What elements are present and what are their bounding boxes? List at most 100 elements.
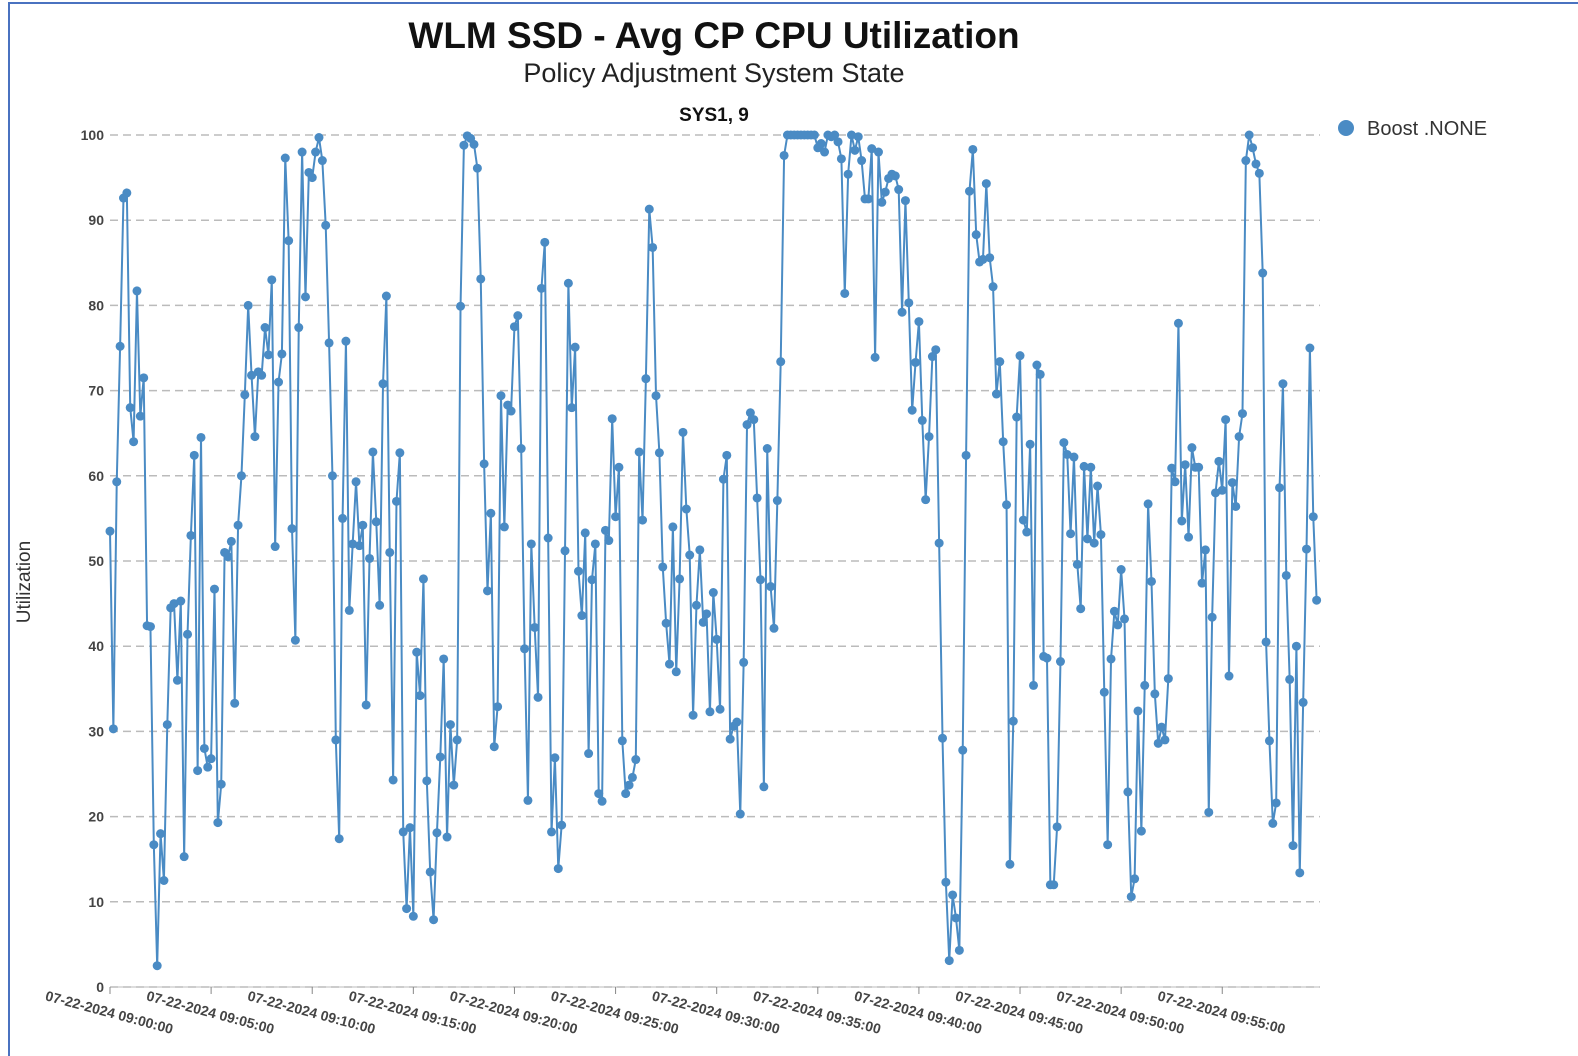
data-point	[1076, 604, 1086, 614]
data-point	[1302, 544, 1312, 554]
data-point	[314, 133, 324, 143]
data-point	[300, 292, 310, 302]
data-point	[1002, 500, 1012, 510]
data-point	[924, 432, 934, 442]
data-point	[509, 322, 519, 332]
data-point	[270, 542, 280, 552]
data-point	[897, 307, 907, 317]
data-point	[1291, 641, 1301, 651]
data-point	[196, 432, 206, 442]
data-point	[432, 828, 442, 838]
data-point	[567, 403, 577, 413]
data-point	[762, 444, 772, 454]
data-point	[1271, 798, 1281, 808]
data-point	[186, 530, 196, 540]
data-point	[833, 137, 843, 147]
y-tick-label: 60	[88, 468, 104, 484]
data-point	[324, 338, 334, 348]
data-point	[199, 743, 209, 753]
data-point	[1197, 578, 1207, 588]
data-point	[843, 169, 853, 179]
data-point	[712, 634, 722, 644]
data-point	[654, 448, 664, 458]
data-point	[1184, 532, 1194, 542]
data-point	[1194, 462, 1204, 472]
data-point	[388, 775, 398, 785]
data-point	[1022, 527, 1032, 537]
data-point	[816, 139, 826, 149]
data-point	[1227, 478, 1237, 488]
data-point	[985, 253, 995, 263]
data-point	[378, 379, 388, 389]
legend-marker	[1338, 120, 1354, 136]
data-point	[759, 782, 769, 792]
data-point	[641, 374, 651, 384]
data-point	[472, 163, 482, 173]
data-point	[1288, 841, 1298, 851]
data-point	[206, 754, 216, 764]
data-point	[1049, 880, 1059, 890]
data-point	[550, 753, 560, 763]
data-point	[597, 796, 607, 806]
data-point	[415, 691, 425, 701]
data-point	[691, 600, 701, 610]
data-point	[675, 574, 685, 584]
data-point	[348, 539, 358, 549]
data-point	[964, 186, 974, 196]
data-point	[695, 545, 705, 555]
data-point	[139, 373, 149, 383]
chart-subtitle: Policy Adjustment System State	[523, 58, 904, 88]
data-point	[547, 827, 557, 837]
data-point	[344, 605, 354, 615]
data-point	[1089, 538, 1099, 548]
data-point	[1187, 443, 1197, 453]
data-point	[540, 237, 550, 247]
data-point	[1005, 859, 1015, 869]
data-point	[1133, 706, 1143, 716]
data-point	[772, 496, 782, 506]
data-point	[152, 961, 162, 971]
data-point	[412, 647, 422, 657]
data-point	[263, 350, 273, 360]
data-point	[543, 533, 553, 543]
data-point	[1082, 534, 1092, 544]
data-point	[830, 130, 840, 140]
data-point	[1264, 736, 1274, 746]
data-point	[115, 341, 125, 351]
data-point	[1066, 529, 1076, 539]
data-point	[661, 618, 671, 628]
data-point	[1278, 379, 1288, 389]
data-point	[624, 780, 634, 790]
data-point	[274, 377, 284, 387]
data-point	[658, 562, 668, 572]
data-point	[358, 520, 368, 530]
data-point	[452, 735, 462, 745]
data-point	[951, 913, 961, 923]
data-point	[938, 733, 948, 743]
data-point	[162, 720, 172, 730]
data-point	[820, 147, 830, 157]
data-point	[1126, 892, 1136, 902]
data-point	[1200, 545, 1210, 555]
y-tick-label: 0	[96, 979, 104, 995]
data-point	[840, 288, 850, 298]
data-point	[1170, 477, 1180, 487]
data-point	[445, 720, 455, 730]
data-point	[230, 698, 240, 708]
data-point	[108, 724, 118, 734]
data-point	[489, 742, 499, 752]
data-point	[648, 242, 658, 252]
data-point	[516, 444, 526, 454]
data-point	[894, 185, 904, 195]
data-point	[1275, 483, 1285, 493]
y-axis-label: Utilization	[14, 541, 35, 623]
data-point	[523, 795, 533, 805]
data-point	[530, 622, 540, 632]
data-point	[705, 707, 715, 717]
data-point	[1160, 735, 1170, 745]
data-point	[209, 584, 219, 594]
data-point	[557, 820, 567, 830]
data-point	[418, 574, 428, 584]
data-point	[766, 582, 776, 592]
data-point	[506, 406, 516, 416]
